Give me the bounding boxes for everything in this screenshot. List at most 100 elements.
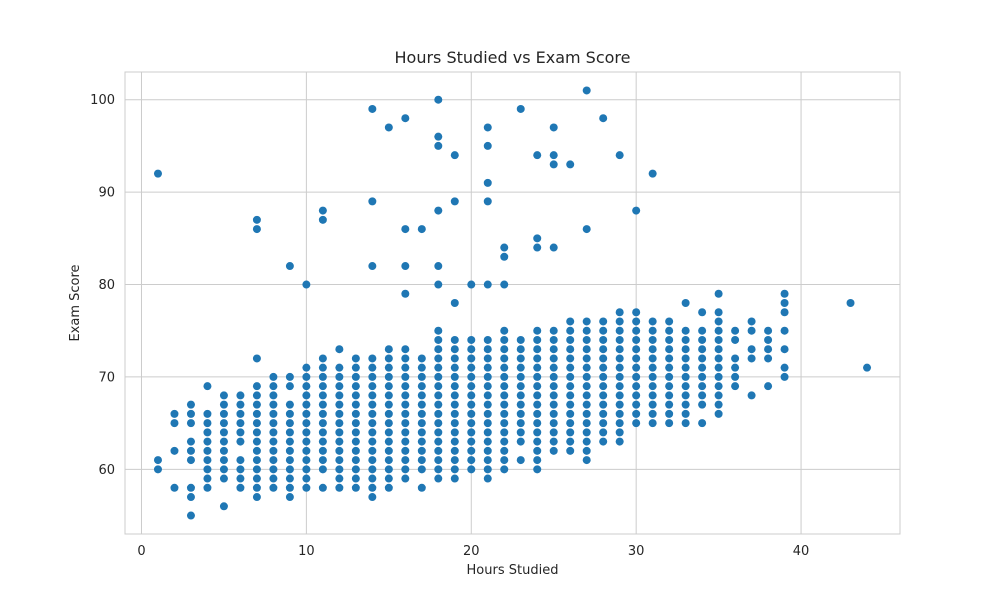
scatter-point: [219, 428, 228, 437]
y-axis-label: Exam Score: [68, 264, 83, 341]
y-tick-label: 70: [98, 370, 115, 385]
scatter-point: [648, 345, 657, 354]
scatter-point: [566, 409, 575, 418]
scatter-point: [582, 419, 591, 428]
scatter-point: [665, 363, 674, 372]
scatter-point: [483, 437, 492, 446]
scatter-point: [780, 289, 789, 298]
scatter-point: [285, 446, 294, 455]
scatter-point: [318, 400, 327, 409]
scatter-point: [615, 354, 624, 363]
scatter-point: [533, 409, 542, 418]
scatter-point: [714, 308, 723, 317]
scatter-point: [351, 483, 360, 492]
y-tick-label: 60: [98, 463, 115, 478]
scatter-point: [698, 382, 707, 391]
scatter-point: [632, 372, 641, 381]
scatter-point: [401, 262, 410, 271]
scatter-point: [764, 354, 773, 363]
scatter-point: [252, 493, 261, 502]
scatter-point: [698, 326, 707, 335]
scatter-point: [302, 280, 311, 289]
scatter-point: [483, 280, 492, 289]
scatter-point: [599, 114, 608, 123]
scatter-point: [450, 354, 459, 363]
x-tick-labels: 0 10 20 30 40: [137, 544, 809, 559]
scatter-point: [285, 382, 294, 391]
scatter-point: [665, 382, 674, 391]
scatter-point: [632, 409, 641, 418]
scatter-point: [401, 437, 410, 446]
scatter-point: [417, 225, 426, 234]
scatter-point: [219, 419, 228, 428]
scatter-point: [500, 335, 509, 344]
scatter-point: [335, 400, 344, 409]
scatter-point: [566, 419, 575, 428]
scatter-point: [500, 363, 509, 372]
scatter-point: [665, 419, 674, 428]
scatter-point: [417, 400, 426, 409]
scatter-point: [582, 409, 591, 418]
scatter-point: [450, 446, 459, 455]
scatter-point: [665, 409, 674, 418]
scatter-point: [417, 465, 426, 474]
scatter-point: [285, 483, 294, 492]
scatter-point: [401, 391, 410, 400]
scatter-point: [368, 372, 377, 381]
scatter-point: [467, 465, 476, 474]
scatter-point: [368, 474, 377, 483]
scatter-point: [153, 465, 162, 474]
scatter-point: [450, 419, 459, 428]
scatter-point: [384, 474, 393, 483]
scatter-point: [615, 382, 624, 391]
scatter-point: [599, 335, 608, 344]
scatter-point: [434, 400, 443, 409]
scatter-point: [269, 456, 278, 465]
scatter-point: [582, 437, 591, 446]
scatter-point: [450, 299, 459, 307]
scatter-point: [731, 335, 740, 344]
scatter-point: [681, 345, 690, 354]
scatter-point: [566, 437, 575, 446]
scatter-point: [351, 372, 360, 381]
scatter-point: [549, 382, 558, 391]
scatter-point: [582, 86, 591, 95]
scatter-point: [549, 326, 558, 335]
scatter-point: [203, 456, 212, 465]
scatter-point: [269, 409, 278, 418]
scatter-point: [698, 400, 707, 409]
scatter-point: [434, 456, 443, 465]
scatter-point: [500, 372, 509, 381]
scatter-point: [632, 382, 641, 391]
scatter-point: [186, 419, 195, 428]
scatter-point: [252, 225, 261, 234]
scatter-point: [582, 372, 591, 381]
scatter-point: [665, 326, 674, 335]
scatter-point: [434, 280, 443, 289]
scatter-point: [153, 456, 162, 465]
scatter-point: [533, 419, 542, 428]
scatter-point: [665, 335, 674, 344]
scatter-point: [401, 400, 410, 409]
scatter-point: [516, 372, 525, 381]
scatter-point: [648, 354, 657, 363]
scatter-point: [252, 382, 261, 391]
scatter-point: [648, 169, 657, 178]
scatter-point: [434, 326, 443, 335]
scatter-point: [450, 465, 459, 474]
scatter-point: [698, 391, 707, 400]
scatter-point: [566, 446, 575, 455]
scatter-point: [450, 437, 459, 446]
scatter-point: [599, 317, 608, 326]
scatter-point: [516, 456, 525, 465]
scatter-point: [335, 419, 344, 428]
scatter-point: [648, 400, 657, 409]
scatter-point: [780, 372, 789, 381]
scatter-point: [285, 465, 294, 474]
scatter-point: [483, 197, 492, 206]
scatter-point: [252, 446, 261, 455]
scatter-point: [368, 419, 377, 428]
scatter-point: [500, 354, 509, 363]
scatter-point: [269, 465, 278, 474]
x-axis-label: Hours Studied: [467, 563, 559, 578]
